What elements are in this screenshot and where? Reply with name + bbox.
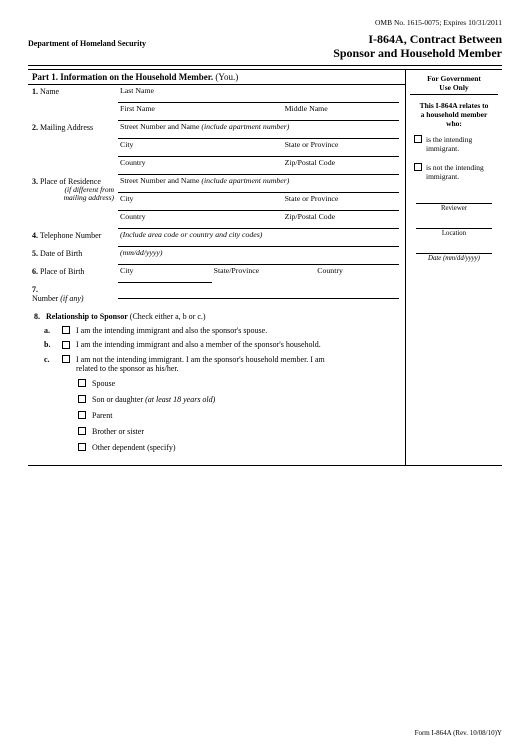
omb-line: OMB No. 1615-0075; Expires 10/31/2011	[28, 18, 502, 27]
row2-label: 2. Mailing Address	[28, 121, 118, 175]
first-name-field[interactable]: First Name	[118, 103, 283, 121]
row4-label: 4. Telephone Number	[28, 229, 118, 247]
sec8-heading: 8. Relationship to Sponsor (Check either…	[34, 312, 399, 321]
subopt-parent: Parent	[78, 411, 399, 420]
option-b: b. I am the intending immigrant and also…	[44, 340, 399, 350]
checkbox-child[interactable]	[78, 395, 86, 403]
res-state-field[interactable]: State or Province	[283, 193, 399, 211]
gov-opt-not-intending: is not the intendingimmigrant.	[410, 159, 498, 187]
option-a: a. I am the intending immigrant and also…	[44, 326, 399, 336]
res-street-field[interactable]: Street Number and Name (include apartmen…	[118, 175, 399, 193]
reviewer-line: Reviewer	[416, 203, 492, 212]
pob-city-field[interactable]: City	[118, 265, 212, 283]
date-line: Date (mm/dd/yyyy)	[416, 253, 492, 262]
checkbox-intending[interactable]	[414, 135, 422, 143]
checkbox-b[interactable]	[62, 341, 70, 349]
department: Department of Homeland Security	[28, 33, 146, 48]
checkbox-a[interactable]	[62, 326, 70, 334]
subopt-child: Son or daughter (at least 18 years old)	[78, 395, 399, 404]
middle-name-field[interactable]: Middle Name	[283, 103, 399, 121]
checkbox-c[interactable]	[62, 355, 70, 363]
dob-field[interactable]: (mm/dd/yyyy)	[118, 247, 399, 265]
last-name-field[interactable]: Last Name	[118, 85, 399, 103]
part-header: Part 1. Information on the Household Mem…	[28, 70, 405, 85]
row7-label: 7. Number (if any)	[28, 283, 118, 305]
mail-city-field[interactable]: City	[118, 139, 283, 157]
subopt-other: Other dependent (specify)	[78, 443, 399, 452]
option-c: c. I am not the intending immigrant. I a…	[44, 355, 399, 374]
subopt-spouse: Spouse	[78, 379, 399, 388]
gov-use-header: For GovernmentUse Only	[410, 72, 498, 95]
mail-street-field[interactable]: Street Number and Name (include apartmen…	[118, 121, 399, 139]
subopt-sibling: Brother or sister	[78, 427, 399, 436]
location-line: Location	[416, 228, 492, 237]
row1-label: 1. Name	[28, 85, 118, 121]
form-title: I-864A, Contract Between Sponsor and Hou…	[333, 33, 502, 61]
checkbox-parent[interactable]	[78, 411, 86, 419]
gov-opt-intending: is the intendingimmigrant.	[410, 131, 498, 159]
res-country-field[interactable]: Country	[118, 211, 283, 229]
res-zip-field[interactable]: Zip/Postal Code	[283, 211, 399, 229]
row3-label: 3. Place of Residence (if different from…	[28, 175, 118, 229]
pob-country-field[interactable]: Country	[315, 265, 399, 283]
pob-state-field[interactable]: State/Province	[212, 265, 316, 283]
number-field[interactable]	[118, 283, 399, 299]
mail-zip-field[interactable]: Zip/Postal Code	[283, 157, 399, 175]
row6-label: 6. Place of Birth	[28, 265, 118, 283]
telephone-field[interactable]: (Include area code or country and city c…	[118, 229, 399, 247]
mail-country-field[interactable]: Country	[118, 157, 283, 175]
form-footer: Form I-864A (Rev. 10/08/10)Y	[415, 729, 502, 737]
relates-text: This I-864A relates to a household membe…	[410, 95, 498, 131]
checkbox-sibling[interactable]	[78, 427, 86, 435]
checkbox-not-intending[interactable]	[414, 163, 422, 171]
checkbox-spouse[interactable]	[78, 379, 86, 387]
row5-label: 5. Date of Birth	[28, 247, 118, 265]
res-city-field[interactable]: City	[118, 193, 283, 211]
checkbox-other[interactable]	[78, 443, 86, 451]
mail-state-field[interactable]: State or Province	[283, 139, 399, 157]
